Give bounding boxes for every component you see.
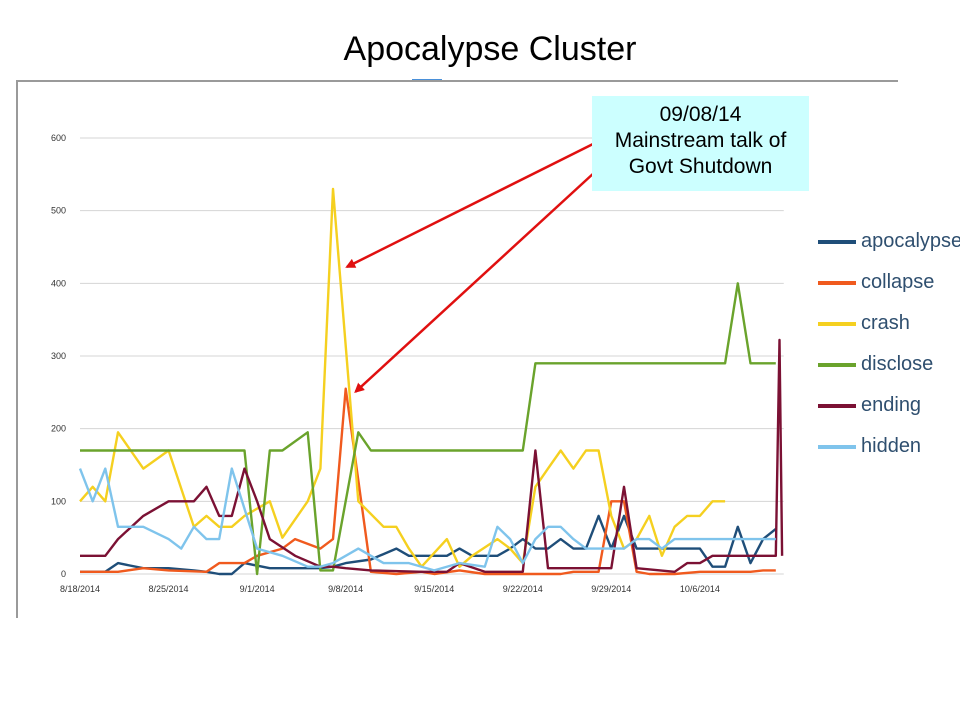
y-tick-label: 500 xyxy=(51,206,66,216)
y-tick-label: 300 xyxy=(51,351,66,361)
chart-legend: apocalypse collapse crash disclose ending hid… xyxy=(818,228,960,474)
y-tick-label: 0 xyxy=(61,569,66,579)
x-axis-labels: 8/18/2014 8/25/2014 9/1/2014 9/8/2014 9/15/2… xyxy=(60,584,720,594)
annotation-line-date: 09/08/14 xyxy=(659,103,742,126)
annotation-line-event: Govt Shutdown xyxy=(628,155,773,178)
x-tick-label: 9/22/2014 xyxy=(503,584,543,594)
annotation-callout: 09/08/14 Mainstream talk of Govt Shutdow… xyxy=(592,96,809,191)
y-tick-label: 200 xyxy=(51,424,66,434)
legend-swatch xyxy=(818,322,856,326)
y-axis-labels: 0 100 200 300 400 500 600 xyxy=(51,133,66,579)
legend-label: apocalypse xyxy=(861,230,960,252)
legend-swatch xyxy=(818,281,856,285)
series-line-disclose xyxy=(80,282,776,576)
annotation-arrow-collapse xyxy=(354,171,596,394)
legend-item-disclose: disclose xyxy=(818,351,958,392)
legend-swatch xyxy=(818,445,856,449)
legend-item-crash: crash xyxy=(818,310,958,351)
x-tick-label: 9/29/2014 xyxy=(591,584,631,594)
annotation-arrows xyxy=(345,141,596,394)
x-tick-label: 9/8/2014 xyxy=(328,584,363,594)
series-lines xyxy=(78,187,784,576)
legend-label: hidden xyxy=(861,435,922,457)
y-tick-label: 400 xyxy=(51,278,66,288)
legend-swatch xyxy=(818,240,856,244)
legend-item-collapse: collapse xyxy=(818,269,958,310)
annotation-arrow-crash xyxy=(345,141,596,268)
legend-label: disclose xyxy=(861,353,934,375)
series-line-apocalypse xyxy=(80,514,777,576)
x-tick-label: 10/6/2014 xyxy=(680,584,720,594)
series-line-ending xyxy=(80,338,784,573)
legend-swatch xyxy=(818,404,856,408)
legend-swatch xyxy=(818,363,856,367)
x-tick-label: 9/15/2014 xyxy=(414,584,454,594)
grid-lines xyxy=(80,137,784,575)
legend-label: collapse xyxy=(861,271,935,293)
legend-item-apocalypse: apocalypse xyxy=(818,228,960,269)
x-tick-label: 8/25/2014 xyxy=(149,584,189,594)
legend-item-hidden: hidden xyxy=(818,433,958,474)
x-tick-label: 8/18/2014 xyxy=(60,584,100,594)
y-tick-label: 600 xyxy=(51,133,66,143)
series-line-hidden xyxy=(78,467,776,572)
series-line-collapse xyxy=(80,387,776,576)
y-tick-label: 100 xyxy=(51,496,66,506)
legend-label: crash xyxy=(861,312,910,334)
legend-label: ending xyxy=(861,394,922,416)
x-tick-label: 9/1/2014 xyxy=(240,584,275,594)
annotation-line-topic: Mainstream talk of xyxy=(614,129,787,152)
chart-title: Apocalypse Cluster xyxy=(343,30,637,68)
legend-item-ending: ending xyxy=(818,392,958,433)
